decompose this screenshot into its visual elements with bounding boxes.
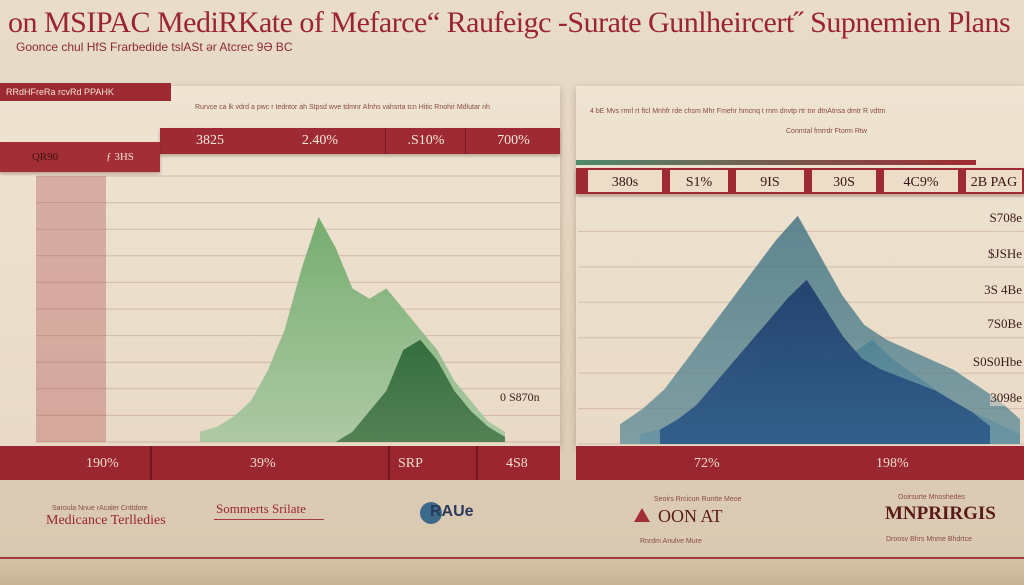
right-series-navy-area [660,279,990,444]
right-header-cell: 380s [586,168,664,194]
left-tab-label: ƒ 3HS [106,151,134,163]
left-series-dark-area [200,339,505,442]
logo5-subcaption: Droosv Bhrs Mnme Bhdrtce [886,536,972,543]
left-header-bar: 3825 2.40% .S10% 700% [160,128,560,154]
left-bottom-label: 39% [250,456,276,471]
footer-strip [0,555,1024,585]
left-bottom-label: 190% [86,456,119,471]
left-tab: QR90 ƒ 3HS [0,142,160,172]
logo-mnprirgis: MNPRIRGIS [885,503,996,524]
logo1-caption: Saroula Nnue rAcaler Cnttdore [52,505,148,512]
left-header-cell: 2.40% [301,133,339,148]
right-bottom-bar [576,446,1024,480]
logo4-caption: Seoirs Rrcicun Runtte Meoe [654,496,742,503]
top-band: RRdHFreRa rcvRd PPAHK [0,83,171,101]
right-value-label: $JSHe [988,246,1022,262]
page-subtitle: Goonce chul HfS Frarbedide tslASt ər Atc… [16,40,293,54]
right-header-bar: 380s S1% 9IS 30S 4C9% 2B PAG [576,168,1024,194]
right-value-label: 3S 4Be [984,282,1022,298]
logo-somments: Sommerts Srilate [216,501,306,516]
right-bottom-label: 198% [876,456,909,471]
logo5-caption: Ooirsurte Mnoshedes [898,494,965,501]
left-header-note: Rurvce ca lk vdrd a pwc r tedntor ah Stp… [195,104,490,111]
left-bottom-bar [0,446,560,480]
rae-logo-icon [420,502,442,524]
left-header-cell: .S10% [385,128,466,154]
bar-divider [388,446,390,480]
right-header-cell: S1% [668,168,730,194]
logo-oon-at: OON AT [658,506,723,526]
right-header-cell: 9IS [734,168,806,194]
right-header-cell: 30S [810,168,878,194]
logo-medicare-trustees: Medicance Terlledies [46,513,166,528]
right-bottom-label: 72% [694,456,720,471]
right-header-note: 4 bE Mvs rmrl rt ftcl Mnhfr rde chsm Mhr… [590,108,886,115]
right-value-label: S0S0Hbe [972,354,1022,370]
left-chart-annotation: 0 S870n [500,390,540,404]
right-value-label: 7S0Be [987,316,1022,332]
right-value-label: 3098e [990,390,1022,406]
bar-divider [476,446,478,480]
logo2-underline [214,519,324,520]
right-value-label: S708e [989,210,1022,226]
left-highlight-column [36,176,106,442]
right-sub-note: Conmtal fmrrdr Ftorm Rtw [786,128,867,135]
right-header-cell: 4C9% [882,168,960,194]
page-title: on MSIPAC MediRKate of Mefarce“ Raufeigc… [8,6,1011,39]
left-tab-label: QR90 [31,151,59,163]
right-header-cell: 2B PAG [964,168,1024,194]
left-bottom-label: SRP [398,456,423,471]
logo-rae: RAUe [430,503,474,520]
right-accent-line [576,160,976,165]
logo4-subcaption: Rnrdm Anulve Mure [640,538,702,545]
left-bottom-label: 4S8 [506,456,528,471]
bar-divider [150,446,152,480]
triangle-icon [634,508,650,522]
left-header-cell: 700% [465,128,561,154]
left-header-cell: 3825 [196,133,224,148]
